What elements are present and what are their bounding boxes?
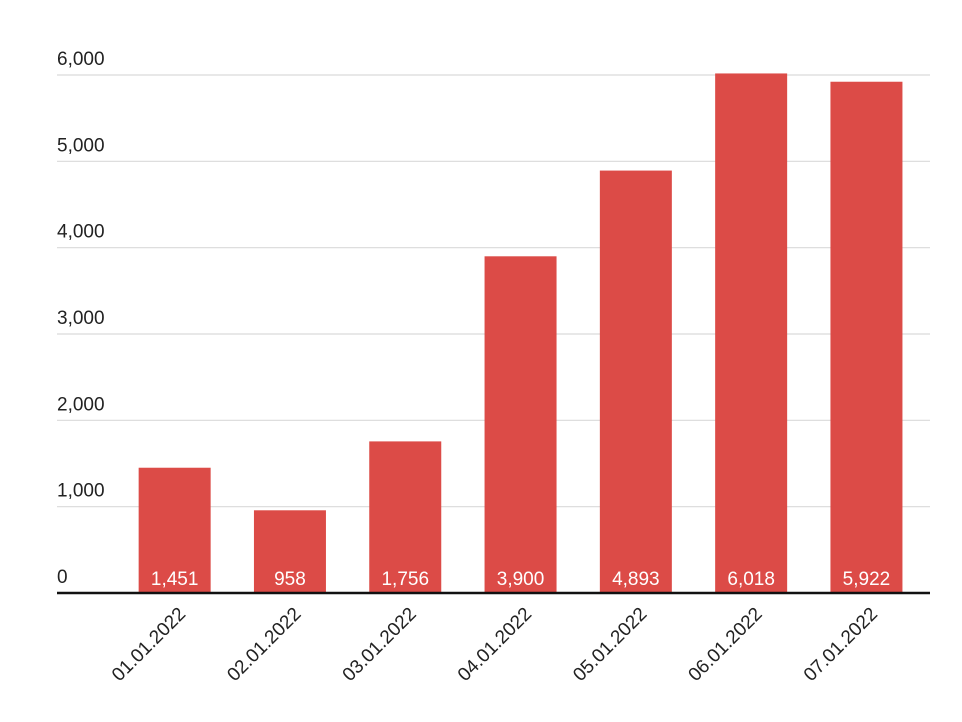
- bar-data-label: 3,900: [497, 569, 545, 590]
- x-tick-label: 02.01.2022: [223, 604, 305, 686]
- bar-data-label: 958: [274, 569, 306, 590]
- x-tick-label: 03.01.2022: [339, 604, 421, 686]
- bar: [138, 467, 211, 593]
- y-tick-label: 1,000: [57, 481, 105, 502]
- bar: [253, 510, 326, 593]
- y-tick-label: 6,000: [57, 49, 105, 70]
- data-labels: 1,451 958 1,756 3,900 4,893 6,018 5,922: [151, 569, 890, 590]
- x-tick-label: 05.01.2022: [569, 604, 651, 686]
- bar-data-label: 1,756: [381, 569, 429, 590]
- bar: [369, 441, 442, 593]
- bars: [138, 73, 903, 594]
- y-tick-label: 5,000: [57, 135, 105, 156]
- x-tick-label: 06.01.2022: [685, 604, 767, 686]
- bar-data-label: 4,893: [612, 569, 660, 590]
- x-axis-tick-labels: 01.01.2022 02.01.2022 03.01.2022 04.01.2022…: [108, 604, 882, 686]
- x-tick-label: 07.01.2022: [800, 604, 882, 686]
- y-tick-label: 4,000: [57, 222, 105, 243]
- y-tick-label: 2,000: [57, 394, 105, 415]
- bar: [599, 170, 672, 594]
- bar: [484, 256, 557, 593]
- y-axis-tick-labels: 0 1,000 2,000 3,000 4,000 5,000 6,000: [57, 49, 105, 588]
- bar-data-label: 5,922: [843, 569, 891, 590]
- bar: [715, 73, 788, 594]
- x-tick-label: 01.01.2022: [108, 604, 190, 686]
- bar: [830, 81, 903, 593]
- y-tick-label: 3,000: [57, 308, 105, 329]
- bar-data-label: 6,018: [727, 569, 775, 590]
- y-tick-label: 0: [57, 567, 68, 588]
- bar-data-label: 1,451: [151, 569, 199, 590]
- x-tick-label: 04.01.2022: [454, 604, 536, 686]
